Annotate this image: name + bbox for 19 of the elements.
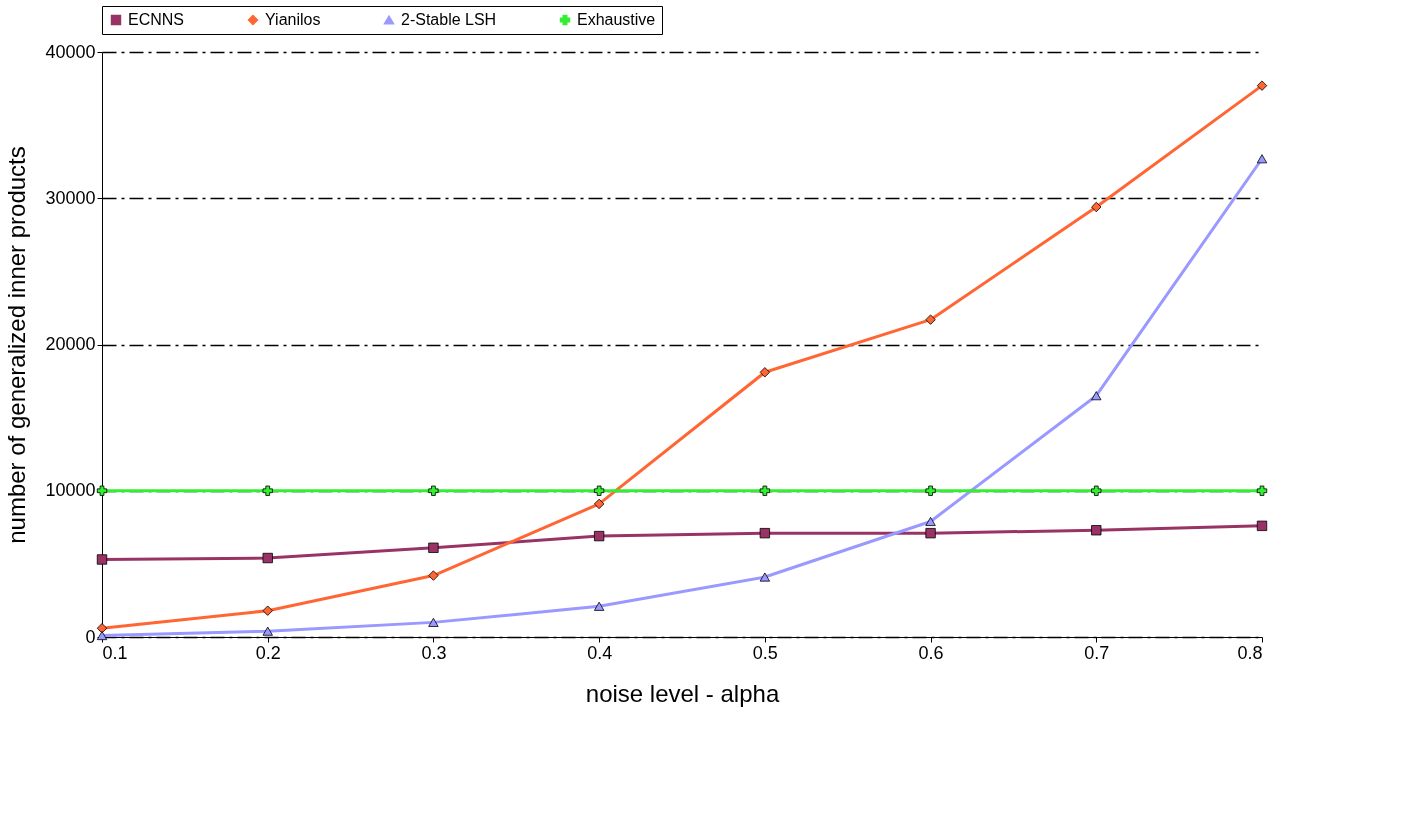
- y-tick-label: 30000: [45, 187, 96, 208]
- y-tick-label: 20000: [45, 334, 96, 354]
- y-tick-label: 0: [85, 626, 96, 647]
- x-tick-label: 0.5: [752, 642, 778, 663]
- x-tick-label: 0.8: [1237, 642, 1263, 663]
- x-tick-label: 0.2: [255, 642, 281, 663]
- legend-label: Exhaustive: [577, 11, 656, 28]
- legend-label: ECNNS: [128, 11, 185, 28]
- x-tick-label: 0.1: [102, 642, 128, 663]
- legend-label: 2-Stable LSH: [401, 11, 497, 28]
- x-axis-title: noise level - alpha: [585, 679, 780, 707]
- x-tick-label: 0.7: [1084, 642, 1110, 663]
- x-tick-label: 0.6: [918, 642, 944, 663]
- y-tick-label: 40000: [45, 41, 96, 62]
- legend-label: Yianilos: [265, 11, 321, 28]
- y-tick-label: 10000: [45, 480, 96, 501]
- y-axis-title: number of generalized inner products: [3, 146, 31, 544]
- x-tick-label: 0.3: [421, 642, 447, 663]
- x-tick-label: 0.4: [587, 642, 613, 663]
